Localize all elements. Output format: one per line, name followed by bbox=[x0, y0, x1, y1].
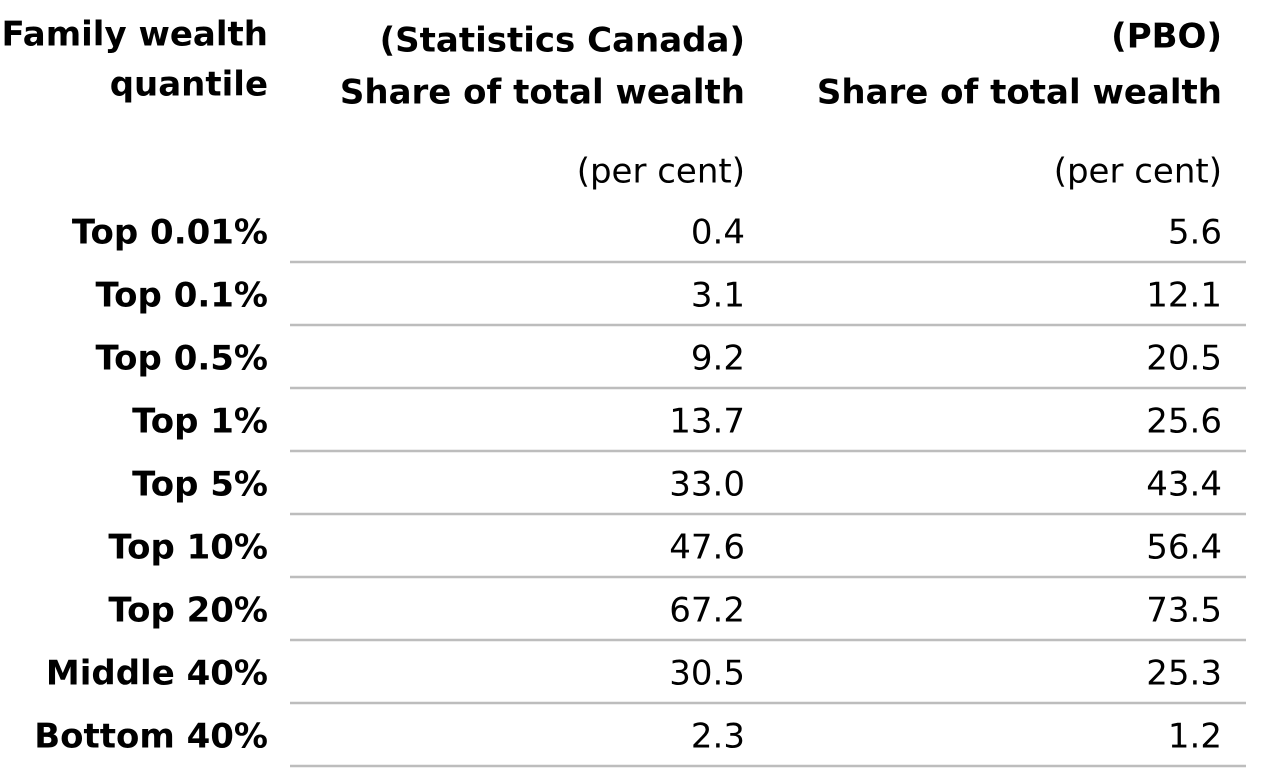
column-unit: (per cent) bbox=[1054, 152, 1222, 192]
cell-value: 67.2 bbox=[669, 591, 745, 631]
cell-value: 47.6 bbox=[669, 528, 745, 568]
cell-value: 3.1 bbox=[691, 276, 745, 316]
row-label: Middle 40% bbox=[46, 654, 268, 694]
row-label: Bottom 40% bbox=[34, 717, 268, 757]
cell-value: 25.6 bbox=[1146, 402, 1222, 442]
row-label: Top 0.5% bbox=[95, 339, 268, 379]
cell-value: 13.7 bbox=[669, 402, 745, 442]
row-label: Top 1% bbox=[132, 402, 268, 442]
cell-value: 43.4 bbox=[1146, 465, 1222, 505]
row-label: Top 0.1% bbox=[95, 276, 268, 316]
column-header: quantile bbox=[110, 65, 268, 105]
cell-value: 73.5 bbox=[1146, 591, 1222, 631]
cell-value: 20.5 bbox=[1146, 339, 1222, 379]
row-label: Top 20% bbox=[108, 591, 268, 631]
column-header: Share of total wealth bbox=[340, 73, 745, 113]
cell-value: 25.3 bbox=[1146, 654, 1222, 694]
column-header: Share of total wealth bbox=[817, 73, 1222, 113]
cell-value: 30.5 bbox=[669, 654, 745, 694]
column-header: Family wealth bbox=[2, 15, 268, 55]
cell-value: 1.2 bbox=[1168, 717, 1222, 757]
cell-value: 56.4 bbox=[1146, 528, 1222, 568]
column-header: (Statistics Canada) bbox=[380, 21, 745, 61]
row-label: Top 10% bbox=[108, 528, 268, 568]
cell-value: 9.2 bbox=[691, 339, 745, 379]
column-header: (PBO) bbox=[1111, 17, 1222, 57]
cell-value: 2.3 bbox=[691, 717, 745, 757]
column-unit: (per cent) bbox=[577, 152, 745, 192]
cell-value: 0.4 bbox=[691, 213, 745, 253]
cell-value: 5.6 bbox=[1168, 213, 1222, 253]
cell-value: 12.1 bbox=[1146, 276, 1222, 316]
cell-value: 33.0 bbox=[669, 465, 745, 505]
row-label: Top 0.01% bbox=[72, 213, 268, 253]
row-label: Top 5% bbox=[132, 465, 268, 505]
